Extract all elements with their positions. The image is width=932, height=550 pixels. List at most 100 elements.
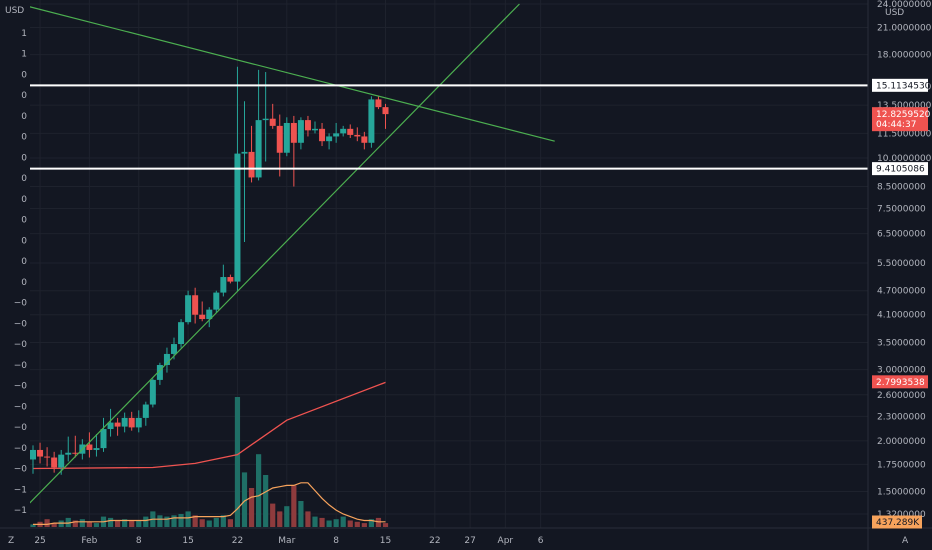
candle[interactable] <box>142 401 149 426</box>
left-tick-label: 0 <box>21 70 27 80</box>
candle-body <box>44 456 51 458</box>
time-tick-label: 27 <box>464 536 475 546</box>
current-price-text: 12.8259520 <box>876 110 931 120</box>
candle-body <box>142 404 149 418</box>
volume-bar <box>382 523 389 527</box>
candle[interactable] <box>121 412 128 433</box>
current-price-label: 12.8259520 04:44:37 <box>872 107 931 132</box>
candle[interactable] <box>248 125 255 183</box>
candle[interactable] <box>65 436 72 462</box>
candle[interactable] <box>326 133 333 150</box>
time-axis-background <box>0 528 932 550</box>
price-axis[interactable]: USD 24.000000021.000000018.000000015.000… <box>877 0 932 520</box>
price-tick-label: 3.5000000 <box>877 339 926 349</box>
time-tick-label: 15 <box>182 536 193 546</box>
candle-body <box>304 120 311 131</box>
candle[interactable] <box>135 410 142 433</box>
candle[interactable] <box>269 103 276 129</box>
candle[interactable] <box>100 417 107 452</box>
candle-body <box>340 128 347 134</box>
candle[interactable] <box>192 287 199 324</box>
candle[interactable] <box>206 307 213 328</box>
candle[interactable] <box>93 434 100 457</box>
candle-body <box>171 344 177 354</box>
time-tick-label: 15 <box>380 536 391 546</box>
volume-bar <box>185 511 191 527</box>
candle[interactable] <box>290 115 297 187</box>
candle[interactable] <box>276 114 283 177</box>
time-tick-label: 6 <box>538 536 544 546</box>
support-price-text: 9.4105086 <box>876 165 925 175</box>
price-tick-label: 2.0000000 <box>877 437 926 447</box>
candle[interactable] <box>107 408 114 437</box>
volume-bar <box>256 454 262 527</box>
candle[interactable] <box>30 445 36 474</box>
volume-bar <box>298 501 304 527</box>
candle-body <box>185 295 192 323</box>
candle[interactable] <box>185 290 192 325</box>
moving-average-line <box>32 381 386 470</box>
candle[interactable] <box>178 319 185 348</box>
candle[interactable] <box>333 122 340 143</box>
moving-average-text: 2.7993538 <box>876 378 925 388</box>
volume-bar <box>178 514 184 527</box>
candle[interactable] <box>51 451 58 473</box>
price-tick-label: 1.5000000 <box>877 488 926 498</box>
time-axis[interactable]: 25 Feb 8 15 22 Mar 8 15 22 27 Apr 6 <box>34 536 543 546</box>
candle[interactable] <box>86 432 93 458</box>
volume-bar <box>284 506 290 527</box>
candle[interactable] <box>319 122 326 147</box>
candle-body <box>86 444 93 450</box>
candle-body <box>248 151 255 178</box>
candle[interactable] <box>382 103 389 129</box>
candle[interactable] <box>114 417 121 436</box>
candle-body <box>58 454 65 468</box>
left-tick-label: 0 <box>21 236 27 246</box>
candle[interactable] <box>163 347 170 373</box>
candle[interactable] <box>37 442 44 464</box>
candle[interactable] <box>262 72 269 162</box>
candle-body <box>347 128 354 135</box>
volume-bar <box>213 517 219 527</box>
candle[interactable] <box>149 378 156 408</box>
volume-bar <box>354 521 360 527</box>
candle[interactable] <box>220 264 227 297</box>
candle[interactable] <box>156 362 163 385</box>
left-tick-label: 0 <box>21 174 27 184</box>
candle[interactable] <box>213 290 220 313</box>
left-tick-label: −0 <box>14 423 28 433</box>
candle[interactable] <box>304 115 311 137</box>
support-trendline[interactable] <box>18 3 520 515</box>
candle[interactable] <box>283 117 290 157</box>
volume-bar <box>227 519 233 527</box>
timezone-button[interactable]: Z <box>8 536 14 546</box>
left-axis[interactable]: USD 1 1 0 0 0 0 0 0 0 0 0 0 0 −0 −0 −0 −0 −0 −0 −0 −0 −0 −1 −1 <box>5 6 27 516</box>
candle[interactable] <box>375 96 382 110</box>
candle[interactable] <box>199 301 206 322</box>
candle-body <box>65 452 72 455</box>
candle[interactable] <box>241 101 248 242</box>
candle[interactable] <box>44 447 51 467</box>
candle[interactable] <box>297 117 304 150</box>
candle[interactable] <box>347 124 354 139</box>
candle[interactable] <box>255 69 262 181</box>
candle[interactable] <box>354 127 361 142</box>
candle[interactable] <box>312 121 318 134</box>
volume-bar <box>65 517 71 527</box>
candle-body <box>135 417 142 428</box>
candle-body <box>283 122 290 153</box>
candle[interactable] <box>234 66 241 291</box>
candle[interactable] <box>340 125 347 137</box>
candle-body <box>206 309 213 320</box>
candle[interactable] <box>368 96 375 148</box>
volume-bar <box>375 517 382 527</box>
candle[interactable] <box>227 274 234 284</box>
candles[interactable] <box>30 66 389 475</box>
candle[interactable] <box>128 411 135 431</box>
resistance-trendline[interactable] <box>18 3 555 142</box>
auto-scale-button[interactable]: A <box>902 536 909 546</box>
candle[interactable] <box>72 435 79 458</box>
left-tick-label: −0 <box>14 402 28 412</box>
candle[interactable] <box>361 131 368 150</box>
